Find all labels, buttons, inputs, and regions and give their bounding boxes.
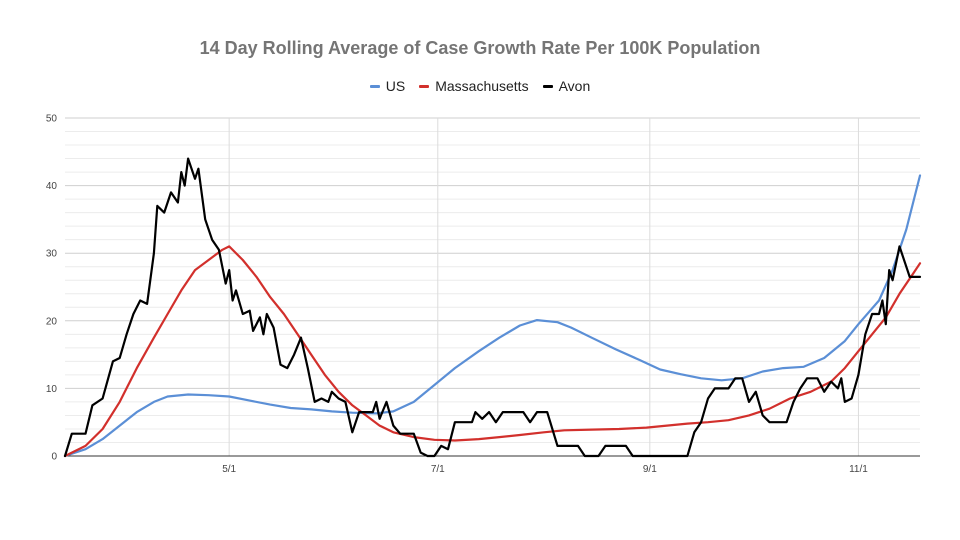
legend-label-us: US — [385, 78, 406, 94]
y-tick-label: 30 — [46, 249, 58, 260]
x-tick-label: 9/1 — [643, 464, 657, 475]
x-tick-label: 5/1 — [222, 464, 236, 475]
x-tick-label: 7/1 — [431, 464, 445, 475]
y-tick-label: 20 — [46, 316, 58, 327]
legend-item-us: US — [369, 78, 406, 94]
y-tick-label: 40 — [46, 181, 58, 192]
y-tick-label: 10 — [46, 384, 58, 395]
series-line-massachusetts — [63, 245, 922, 458]
x-tick-label: 11/1 — [849, 464, 868, 475]
legend-swatch-massachusetts — [419, 84, 430, 88]
y-tick-label: 0 — [51, 452, 57, 463]
series-line-avon — [63, 157, 922, 458]
legend-item-avon: Avon — [542, 78, 591, 94]
chart-title: 14 Day Rolling Average of Case Growth Ra… — [199, 38, 761, 58]
legend-label-massachusetts: Massachusetts — [435, 78, 529, 94]
series-line-us — [63, 174, 922, 458]
y-tick-label: 50 — [46, 114, 58, 125]
legend-swatch-us — [369, 84, 380, 88]
legend-swatch-avon — [542, 84, 553, 88]
legend-item-massachusetts: Massachusetts — [419, 78, 529, 94]
legend: US Massachusetts Avon — [0, 78, 960, 94]
legend-label-avon: Avon — [558, 78, 591, 94]
